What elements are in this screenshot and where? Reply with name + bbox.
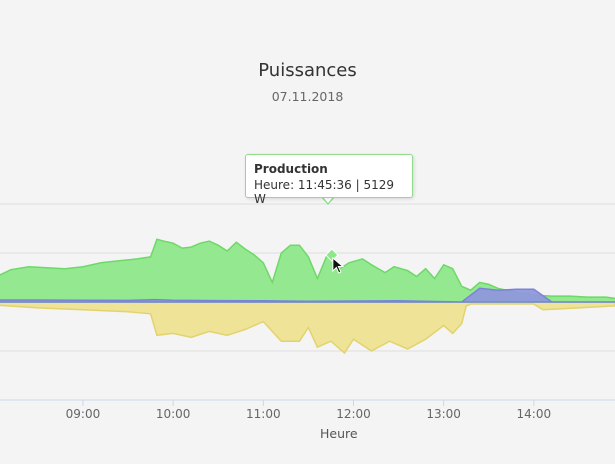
mouse-cursor — [332, 256, 345, 274]
tooltip: Production Heure: 11:45:36 | 5129 W — [245, 154, 413, 206]
tooltip-series-name: Production — [254, 162, 328, 176]
hover-marker — [325, 248, 339, 262]
series-area-consumption — [0, 301, 615, 355]
series-area-production — [0, 238, 615, 303]
chart-title: Puissances — [258, 60, 357, 81]
series-area-battery — [0, 287, 615, 303]
x-axis-title: Heure — [320, 426, 358, 441]
chart-subtitle: 07.11.2018 — [271, 89, 344, 104]
x-tick-label: 14:00 — [517, 407, 552, 421]
x-tick-label: 11:00 — [246, 407, 281, 421]
x-tick-label: 12:00 — [336, 407, 371, 421]
x-tick-label: 13:00 — [426, 407, 461, 421]
series-areas — [0, 238, 615, 355]
tooltip-arrow-inner — [322, 196, 334, 203]
cursor-arrow-icon — [332, 256, 345, 274]
x-tick-label: 10:00 — [156, 407, 191, 421]
x-axis: 09:00 10:00 11:00 12:00 13:00 14:00 — [0, 399, 615, 421]
hover-point-marker — [325, 248, 339, 262]
tooltip-value: Heure: 11:45:36 | 5129 W — [254, 178, 395, 206]
x-tick-label: 09:00 — [66, 407, 101, 421]
